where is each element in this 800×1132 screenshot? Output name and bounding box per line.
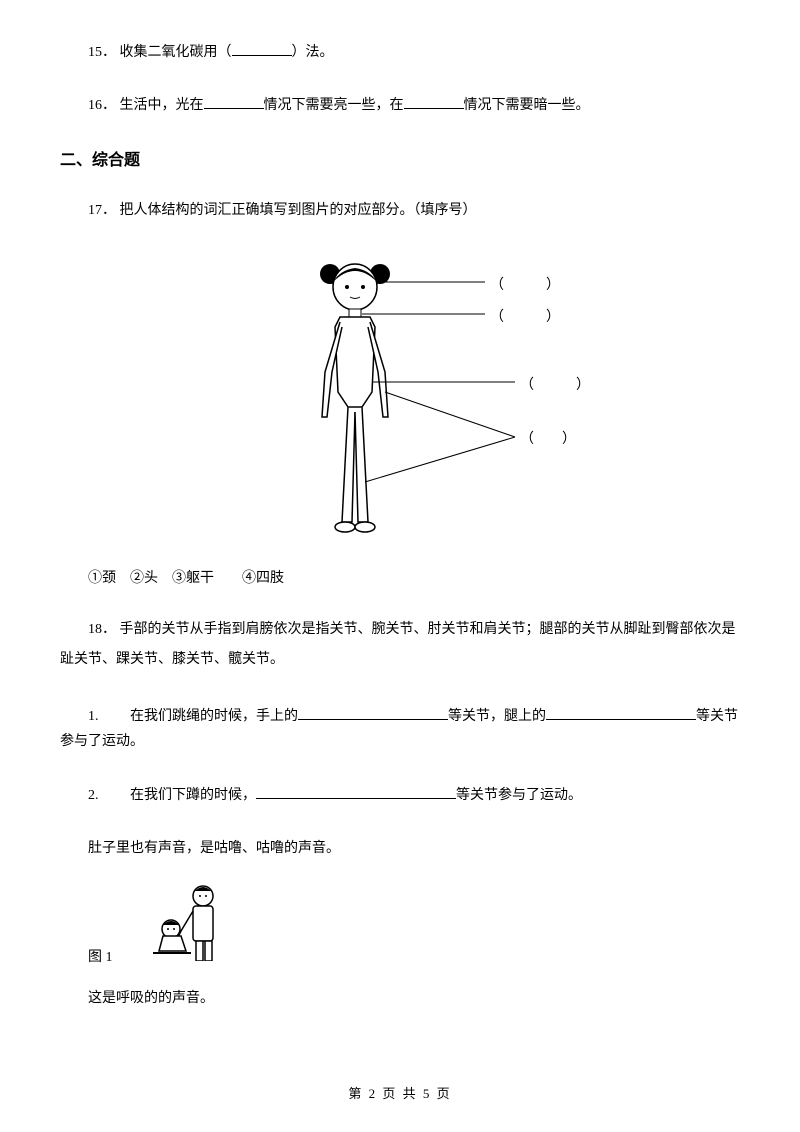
q17-options: ①颈 ②头 ③躯干 ④四肢 [60, 567, 740, 587]
question-15: 15． 收集二氧化碳用（ ）法。 [60, 40, 740, 65]
fig-label: 图 1 [60, 946, 113, 966]
q18-sub1: 1. 在我们跳绳的时候，手上的等关节，腿上的等关节参与了运动。 [60, 704, 740, 754]
paren-close: ） [546, 278, 560, 293]
paren-close: ） [546, 310, 560, 325]
blank-field[interactable] [546, 706, 696, 720]
question-17: 17． 把人体结构的词汇正确填写到图片的对应部分。（填序号） [60, 198, 740, 223]
blank-field[interactable] [298, 706, 448, 720]
label-4[interactable]: （ ） [520, 428, 576, 448]
blank-field[interactable] [256, 785, 456, 799]
label-2[interactable]: （ ） [490, 306, 560, 326]
sub2-after: 等关节参与了运动。 [456, 788, 582, 803]
q16-after: 情况下需要暗一些。 [464, 98, 590, 113]
q17-num: 17． [88, 203, 116, 218]
q18-sub2: 2. 在我们下蹲的时候， 等关节参与了运动。 [60, 783, 740, 808]
sub1-mid: 等关节，腿上的 [448, 709, 546, 724]
sub1-before: 在我们跳绳的时候，手上的 [130, 709, 298, 724]
q16-num: 16． [88, 98, 116, 113]
small-figure [123, 881, 231, 966]
sub2-before: 在我们下蹲的时候， [130, 788, 256, 803]
section-2-title: 二、综合题 [60, 146, 740, 170]
figure-1-row: 图 1 [60, 881, 740, 966]
q18-text: 手部的关节从手指到肩膀依次是指关节、腕关节、肘关节和肩关节；腿部的关节从脚趾到臀… [60, 622, 736, 668]
label-3[interactable]: （ ） [520, 374, 590, 394]
body-diagram-container: （ ） （ ） （ ） （ ） [60, 252, 740, 547]
q18-num: 18． [88, 622, 116, 637]
blank-field[interactable] [404, 95, 464, 109]
paren-open: （ [490, 310, 504, 325]
q18-extra2: 这是呼吸的的声音。 [60, 986, 740, 1011]
q16-before: 生活中，光在 [120, 98, 204, 113]
two-boys-svg [151, 881, 231, 961]
body-diagram: （ ） （ ） （ ） （ ） [230, 252, 570, 542]
sub2-num: 2. [88, 788, 127, 803]
question-18: 18． 手部的关节从手指到肩膀依次是指关节、腕关节、肘关节和肩关节；腿部的关节从… [60, 615, 740, 677]
page-footer: 第 2 页 共 5 页 [0, 1083, 800, 1102]
paren-close: ） [576, 378, 590, 393]
paren-close: ） [562, 432, 576, 447]
question-16: 16． 生活中，光在 情况下需要亮一些，在 情况下需要暗一些。 [60, 93, 740, 118]
q17-text: 把人体结构的词汇正确填写到图片的对应部分。（填序号） [120, 203, 477, 218]
paren-open: （ [490, 278, 504, 293]
q15-after: ）法。 [292, 45, 334, 60]
q16-mid: 情况下需要亮一些，在 [264, 98, 404, 113]
paren-open: （ [520, 378, 534, 393]
blank-field[interactable] [232, 42, 292, 56]
q15-num: 15． [88, 45, 116, 60]
q18-extra1: 肚子里也有声音，是咕噜、咕噜的声音。 [60, 836, 740, 861]
q15-before: 收集二氧化碳用（ [120, 45, 232, 60]
body-figure-svg [230, 252, 570, 542]
paren-open: （ [520, 432, 534, 447]
label-1[interactable]: （ ） [490, 274, 560, 294]
blank-field[interactable] [204, 95, 264, 109]
sub1-num: 1. [88, 709, 127, 724]
